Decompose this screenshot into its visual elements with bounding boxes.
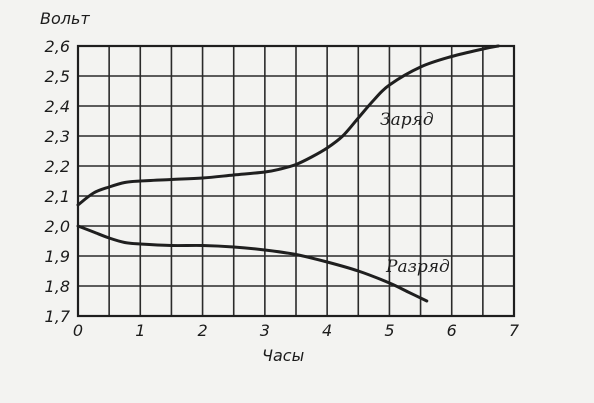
x-tick-label: 7 — [509, 321, 520, 340]
x-tick-label: 5 — [384, 321, 394, 340]
y-tick-label: 2,1 — [45, 187, 70, 206]
x-tick-label: 4 — [322, 321, 332, 340]
series-label-charge: Заряд — [380, 110, 434, 130]
x-tick-label: 1 — [135, 321, 145, 340]
x-tick-label: 3 — [260, 321, 270, 340]
y-tick-labels: 2,6 2,5 2,4 2,3 2,2 2,1 2,0 1,9 1,8 1,7 — [45, 37, 71, 326]
x-axis-label: Часы — [262, 346, 304, 365]
series-line-charge — [76, 44, 500, 207]
y-tick-label: 2,0 — [45, 217, 70, 236]
y-tick-label: 2,5 — [45, 67, 70, 86]
series-layer — [76, 44, 500, 303]
y-tick-label: 1,9 — [45, 247, 70, 266]
x-tick-label: 6 — [447, 321, 457, 340]
series-line-discharge — [76, 224, 429, 303]
x-tick-labels: 0 1 2 3 4 5 6 7 — [73, 321, 520, 340]
x-tick-label: 2 — [197, 321, 207, 340]
x-tick-label: 0 — [73, 321, 83, 340]
y-tick-label: 1,7 — [45, 307, 71, 326]
y-tick-label: 2,3 — [45, 127, 70, 146]
plot-frame — [76, 44, 516, 318]
y-tick-label: 1,8 — [45, 277, 70, 296]
y-tick-label: 2,4 — [45, 97, 70, 116]
series-label-discharge: Разряд — [385, 257, 450, 277]
y-axis-label: Вольт — [40, 9, 90, 28]
y-tick-label: 2,2 — [45, 157, 70, 176]
y-tick-label: 2,6 — [45, 37, 70, 56]
